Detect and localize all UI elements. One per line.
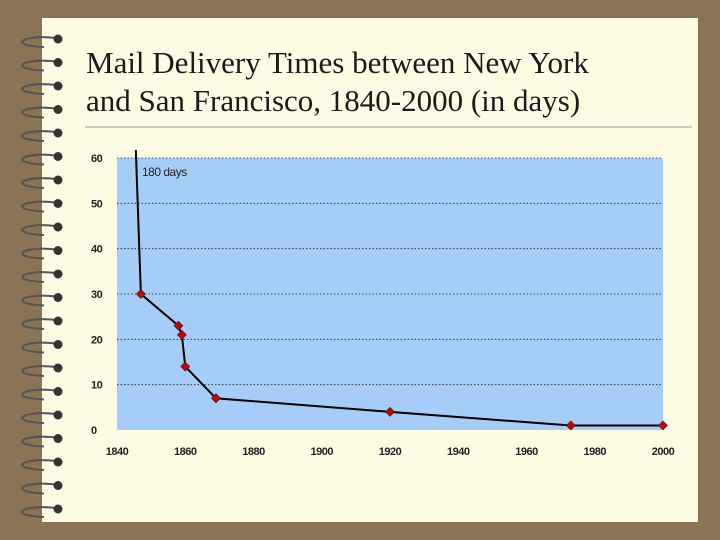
data-point [176, 329, 187, 340]
spiral-ring [21, 247, 57, 260]
spiral-hole [53, 34, 63, 44]
y-tick-label: 50 [91, 198, 103, 210]
spiral-ring [21, 200, 57, 213]
annotation: 180 days [142, 165, 187, 179]
spiral-hole [53, 293, 63, 302]
x-tick-label: 1880 [242, 446, 265, 458]
y-tick-label: 10 [91, 380, 103, 392]
spiral-ring [21, 177, 57, 189]
spiral-hole [53, 363, 63, 373]
y-tick-label: 60 [91, 153, 103, 165]
spiral-ring [21, 59, 57, 72]
spiral-ring [21, 153, 57, 166]
spiral-hole [53, 504, 63, 514]
spiral-ring [21, 294, 57, 307]
spiral-ring [21, 412, 57, 424]
spiral-ring [21, 271, 57, 283]
spiral-ring [21, 106, 57, 119]
spiral-hole [53, 81, 63, 91]
spiral-hole [53, 387, 63, 396]
data-point [180, 361, 191, 372]
spiral-ring [21, 365, 57, 377]
chart-title: and San Francisco, 1840-2000 (in days) [86, 83, 580, 118]
spiral-ring [21, 482, 57, 495]
x-tick-label: 1940 [447, 446, 470, 458]
data-point [135, 289, 146, 299]
spiral-hole [53, 269, 63, 279]
spiral-ring [21, 435, 57, 448]
spiral-ring [21, 83, 57, 95]
spiral-hole [53, 199, 63, 208]
x-tick-label: 2000 [652, 446, 675, 458]
spiral-ring [21, 224, 57, 236]
spiral-ring [21, 388, 57, 401]
data-point [211, 393, 221, 404]
spiral-hole [53, 152, 63, 161]
y-tick-label: 20 [91, 334, 103, 346]
x-tick-label: 1860 [174, 446, 197, 458]
spiral-ring [21, 318, 57, 330]
x-tick-label: 1920 [379, 446, 402, 458]
spiral-ring [21, 130, 57, 142]
y-tick-label: 40 [91, 244, 103, 256]
spiral-ring [21, 506, 57, 518]
chart-title: Mail Delivery Times between New York [86, 45, 589, 80]
spiral-hole [53, 340, 63, 349]
spiral-hole [53, 410, 63, 420]
x-tick-label: 1900 [311, 446, 334, 458]
spiral-hole [53, 128, 63, 138]
spiral-ring [21, 341, 57, 354]
x-tick-label: 1980 [584, 446, 607, 458]
spiral-binding [21, 34, 63, 518]
y-tick-label: 0 [91, 425, 97, 437]
spiral-hole [53, 457, 63, 467]
spiral-ring [21, 459, 57, 471]
spiral-hole [53, 105, 63, 114]
spiral-ring [21, 36, 57, 48]
data-point [658, 420, 668, 431]
data-point [565, 420, 576, 431]
data-point [173, 320, 184, 331]
spiral-hole [53, 58, 63, 67]
spiral-hole [53, 222, 63, 232]
y-tick-label: 30 [91, 289, 103, 301]
spiral-hole [53, 434, 63, 443]
spiral-hole [53, 316, 63, 326]
spiral-hole [53, 481, 63, 490]
x-tick-label: 1960 [515, 446, 538, 458]
data-point [385, 406, 395, 417]
x-tick-label: 1840 [106, 446, 129, 458]
spiral-hole [53, 246, 63, 255]
spiral-hole [53, 175, 63, 185]
